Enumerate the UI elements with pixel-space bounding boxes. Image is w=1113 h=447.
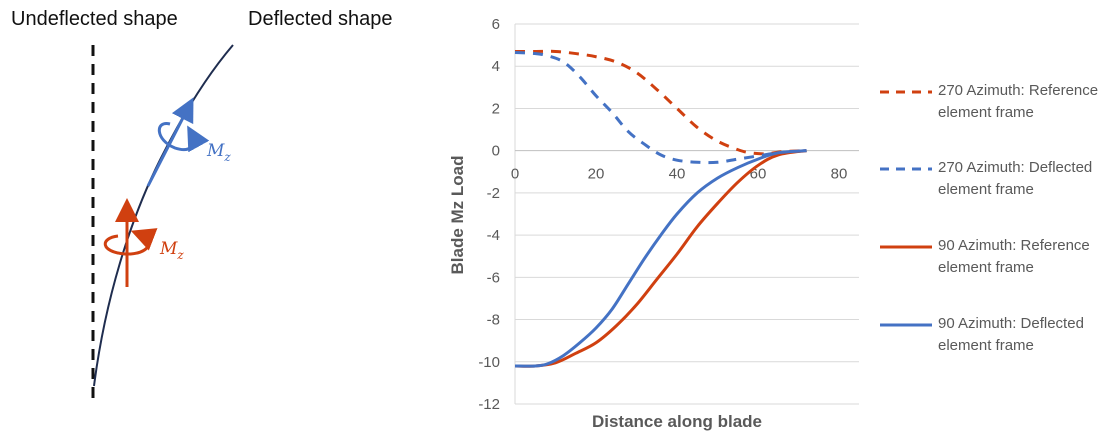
legend-item: 90 Azimuth: Reference element frame (880, 235, 1106, 279)
deflected-frame-arrow (146, 97, 194, 187)
y-tick-label: 0 (492, 143, 500, 160)
y-axis-title: Blade Mz Load (448, 155, 467, 274)
moment-label-blue: Mz (206, 141, 231, 164)
deflected-shape-label: Deflected shape (248, 8, 393, 30)
y-tick-label: -8 (487, 312, 500, 329)
series-line-1 (514, 51, 807, 165)
legend-swatch-dashed-blue (880, 162, 932, 174)
y-tick-label: 4 (492, 58, 500, 75)
moment-label-red: Mz (159, 239, 184, 262)
series-line-2 (514, 149, 807, 368)
legend-label: 90 Azimuth: Reference element frame (938, 237, 1090, 276)
series-line-3 (514, 149, 807, 368)
legend-label: 270 Azimuth: Deflected element frame (938, 159, 1093, 198)
deflected-frame-rotation-icon (157, 122, 210, 153)
y-tick-label: -6 (487, 269, 500, 286)
legend-swatch-solid-blue (880, 318, 932, 330)
legend-label: 270 Azimuth: Reference element frame (938, 82, 1099, 121)
y-tick-label: 2 (492, 100, 500, 117)
series-line-0 (514, 49, 807, 156)
legend-label: 90 Azimuth: Deflected element frame (938, 315, 1084, 354)
legend-item: 90 Azimuth: Deflected element frame (880, 313, 1106, 357)
x-tick-label: 20 (588, 166, 605, 183)
y-tick-label: -2 (487, 185, 500, 202)
x-tick-label: 80 (831, 166, 848, 183)
legend-item: 270 Azimuth: Deflected element frame (880, 157, 1106, 201)
x-axis-title: Distance along blade (592, 412, 762, 431)
y-tick-label: 6 (492, 16, 500, 33)
y-tick-label: -10 (478, 354, 500, 371)
blade-deflection-diagram: Mz Mz (91, 44, 234, 402)
x-tick-label: 0 (511, 166, 519, 183)
undeflected-shape-label: Undeflected shape (11, 8, 178, 30)
x-tick-label: 40 (669, 166, 686, 183)
reference-frame-rotation-icon (103, 228, 158, 256)
legend-swatch-solid-red (880, 240, 932, 252)
legend-item: 270 Azimuth: Reference element frame (880, 80, 1106, 124)
y-tick-label: -12 (478, 396, 500, 413)
y-tick-label: -4 (487, 227, 500, 244)
legend-swatch-dashed-red (880, 85, 932, 97)
